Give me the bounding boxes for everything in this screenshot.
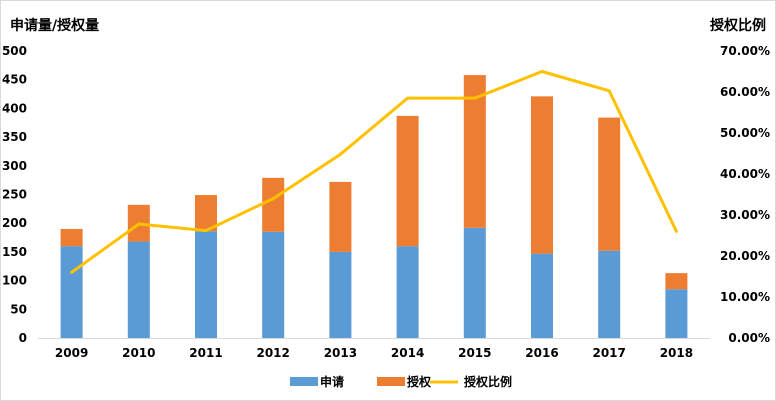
- y2-axis-title: 授权比例: [710, 17, 766, 34]
- y-tick-label: 450: [2, 73, 27, 87]
- y2-tick-label: 10.00%: [720, 290, 770, 304]
- ratio-point: [204, 229, 208, 233]
- y2-tick-label: 0.00%: [728, 331, 770, 345]
- y-tick-label: 0: [19, 331, 27, 345]
- y2-tick-label: 70.00%: [720, 44, 770, 58]
- bar-application: [127, 241, 150, 338]
- legend-swatch: [377, 377, 405, 386]
- bar-application: [60, 246, 83, 338]
- y-tick-label: 200: [2, 216, 27, 230]
- x-tick-label: 2015: [458, 346, 491, 360]
- x-tick-label: 2010: [122, 346, 155, 360]
- y-tick-label: 50: [10, 302, 27, 316]
- bar-grant: [531, 96, 553, 254]
- bar-application: [262, 231, 285, 338]
- y-tick-label: 350: [2, 130, 27, 144]
- ratio-point: [137, 222, 141, 226]
- x-tick-label: 2012: [256, 346, 289, 360]
- ratio-point: [607, 89, 611, 93]
- bar-grant: [396, 115, 419, 247]
- bar-application: [396, 246, 419, 338]
- bar-grant: [329, 181, 352, 252]
- ratio-point: [338, 152, 342, 156]
- y-tick-label: 500: [2, 44, 27, 58]
- legend-label: 申请: [320, 374, 344, 389]
- x-tick-label: 2014: [391, 346, 424, 360]
- bar-application: [329, 251, 352, 338]
- bar-application: [665, 289, 688, 338]
- x-tick-label: 2013: [324, 346, 357, 360]
- legend: 申请 授权 授权比例: [290, 374, 512, 389]
- bar-application: [598, 250, 621, 338]
- x-tick-label: 2011: [189, 346, 222, 360]
- bar-application: [463, 227, 486, 338]
- y2-tick-label: 30.00%: [720, 208, 770, 222]
- x-tick-label: 2017: [592, 346, 625, 360]
- y2-tick-label: 20.00%: [720, 249, 770, 263]
- y-tick-label: 300: [2, 159, 27, 173]
- plot-area: 0 50 100 150 200 250 300 350 400 450 500 0.00% 10.00…: [2, 44, 770, 360]
- y-tick-label: 100: [2, 274, 27, 288]
- bar-application: [531, 253, 553, 338]
- ratio-point: [540, 70, 544, 73]
- y2-tick-label: 40.00%: [720, 167, 770, 181]
- y-tick-label: 150: [2, 245, 27, 259]
- bar-application: [195, 231, 217, 338]
- legend-label: 授权: [407, 374, 432, 389]
- bar-grant: [598, 117, 621, 251]
- legend-swatch: [290, 377, 318, 386]
- ratio-point: [473, 96, 477, 100]
- bar-grant: [665, 273, 688, 290]
- y-tick-label: 250: [2, 188, 27, 202]
- x-tick-label: 2018: [660, 346, 693, 360]
- ratio-point: [70, 270, 74, 274]
- y2-tick-label: 50.00%: [720, 126, 770, 140]
- y2-tick-label: 60.00%: [720, 85, 770, 99]
- ratio-point: [674, 229, 678, 233]
- bar-grant: [262, 177, 285, 232]
- bar-grant: [463, 75, 486, 228]
- legend-label: 授权比例: [464, 374, 512, 389]
- ratio-point: [271, 197, 275, 201]
- y-axis-title: 申请量/授权量: [10, 17, 99, 34]
- bar-grant: [60, 228, 83, 247]
- x-tick-label: 2016: [525, 346, 558, 360]
- x-tick-label: 2009: [55, 346, 88, 360]
- bar-grant: [195, 195, 217, 232]
- ratio-line: [70, 70, 678, 274]
- y-tick-label: 400: [2, 101, 27, 115]
- ratio-point: [406, 96, 410, 100]
